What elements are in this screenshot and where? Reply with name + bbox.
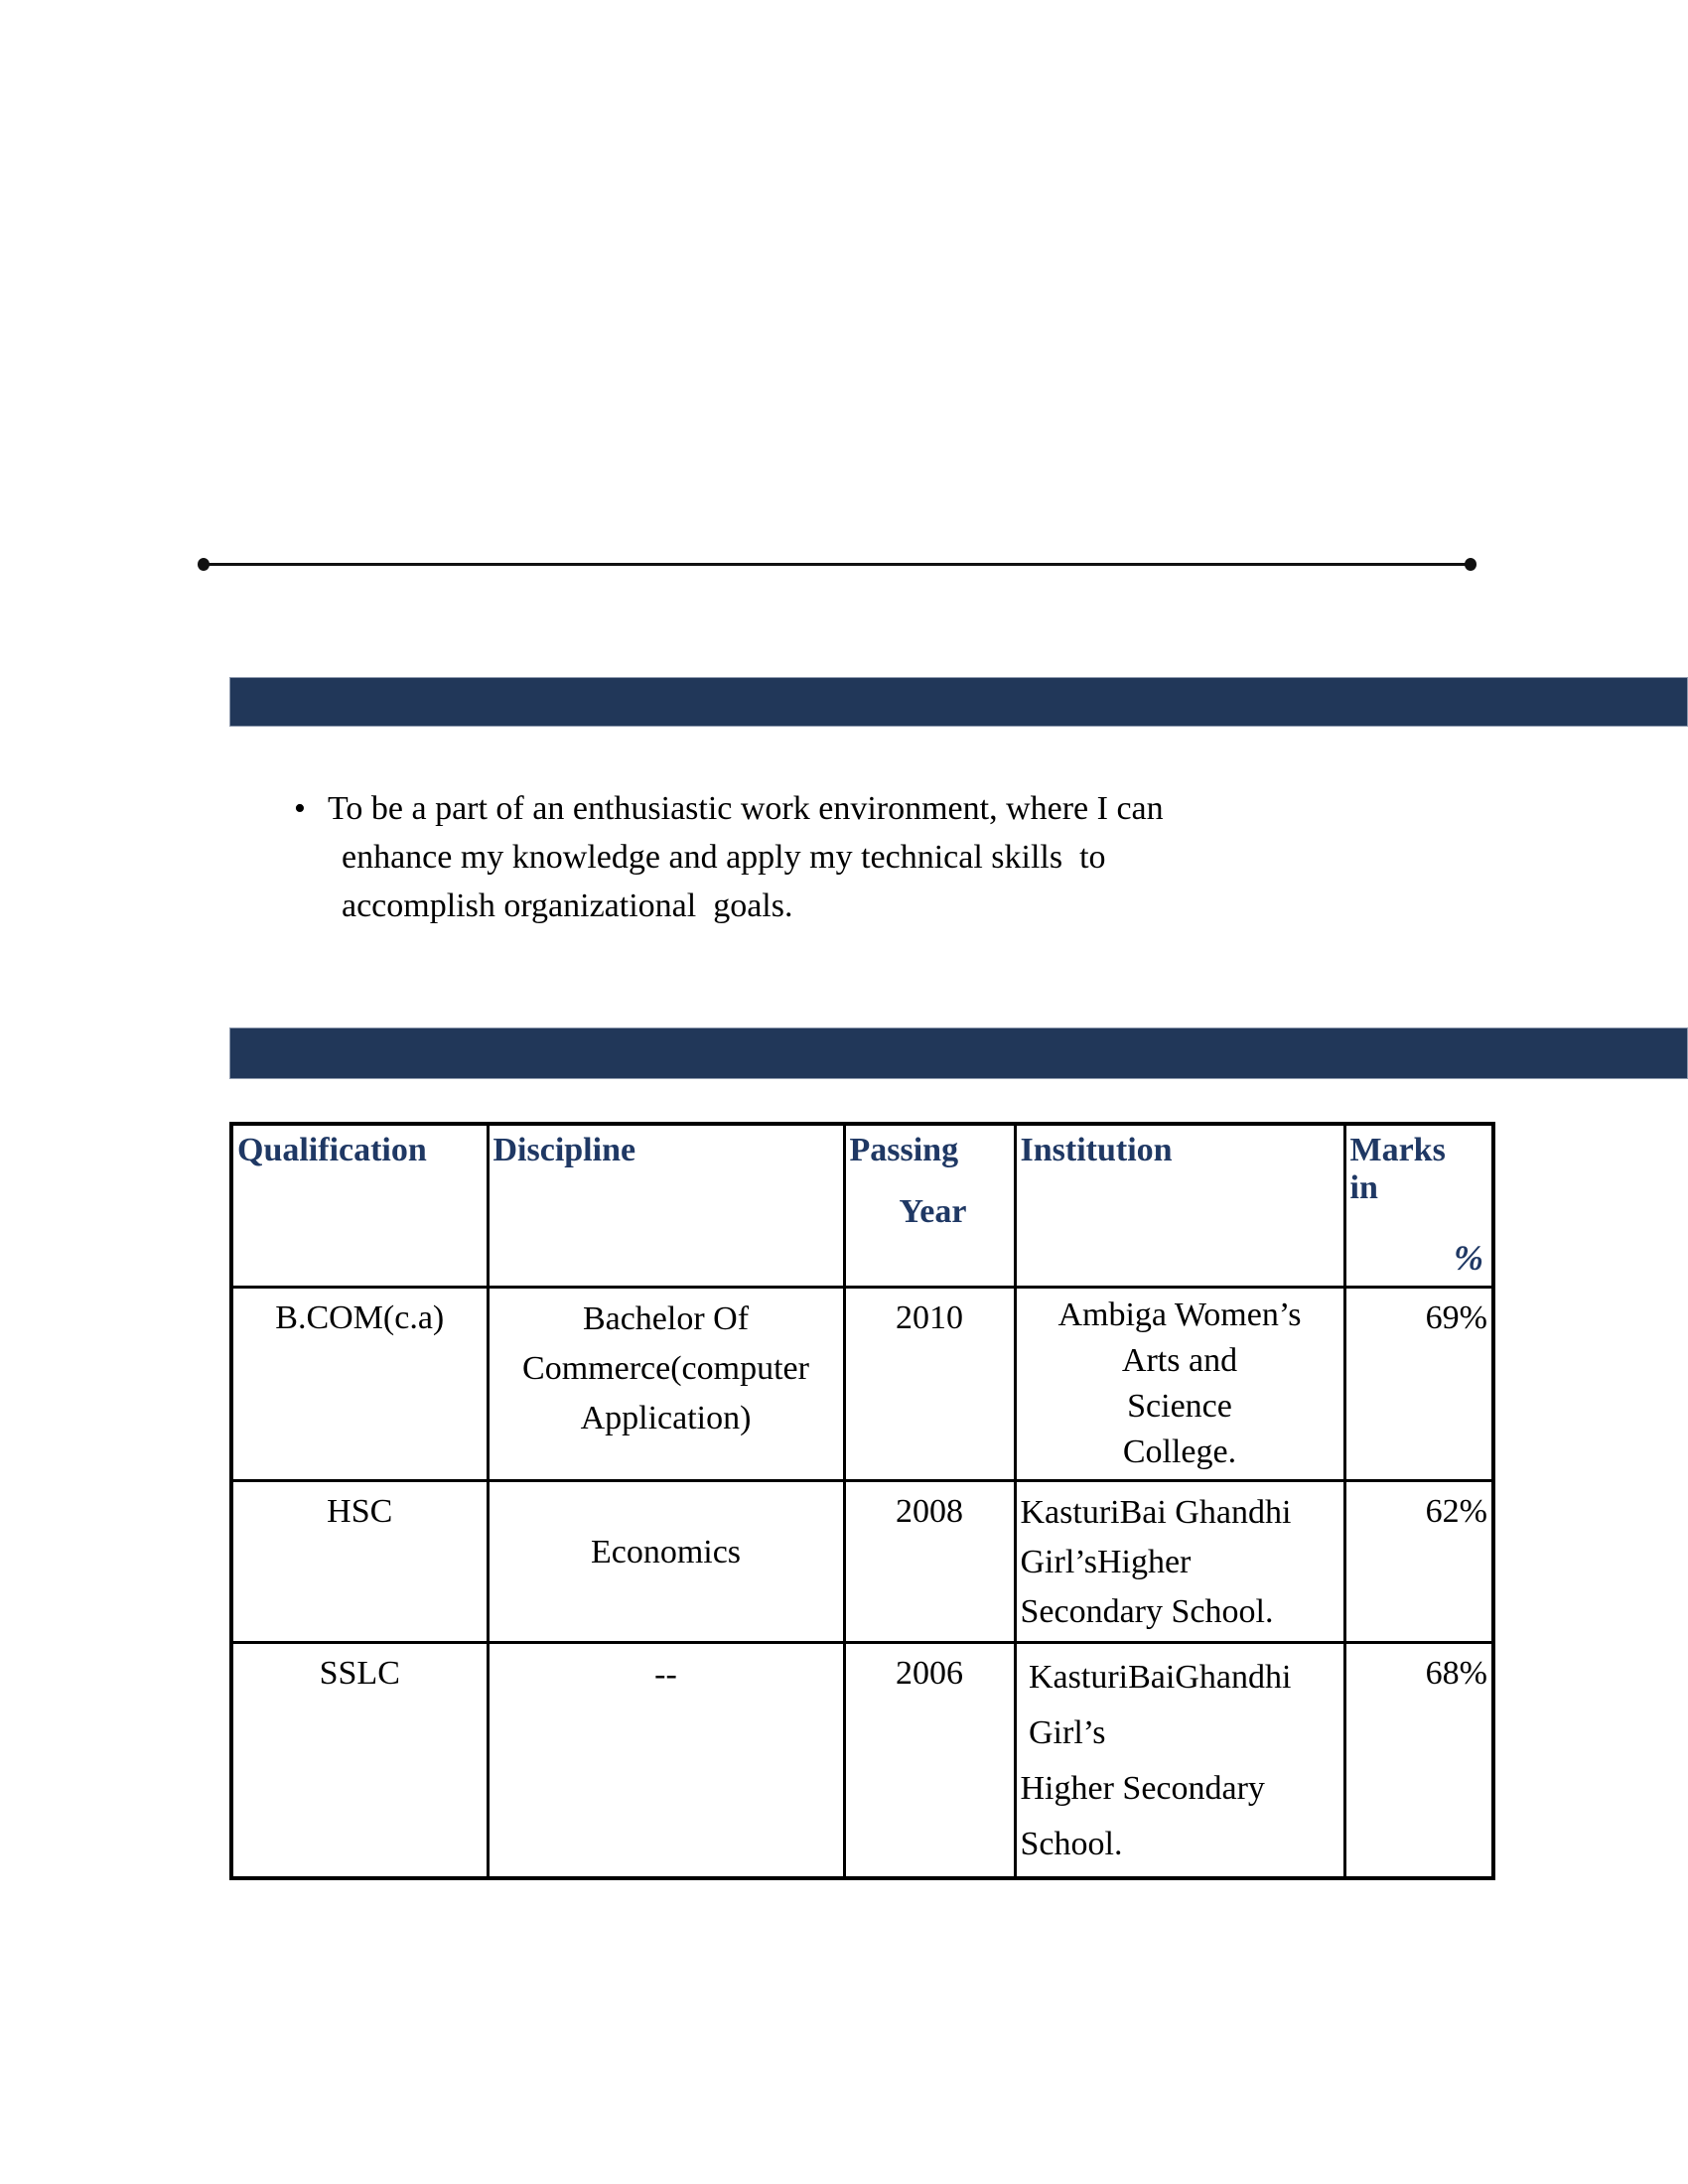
cell-marks: 62% bbox=[1342, 1478, 1495, 1644]
divider-left-dot bbox=[198, 558, 210, 571]
cell-discipline: Bachelor Of Commerce(computer Applicatio… bbox=[486, 1285, 846, 1482]
career-objective-section-header: Career Objective: bbox=[229, 677, 1688, 770]
header-marks-line1: Marks bbox=[1349, 1132, 1446, 1168]
cell-qualification: HSC bbox=[229, 1478, 490, 1644]
cell-discipline: Economics bbox=[486, 1478, 846, 1644]
cell-qualification: SSLC bbox=[229, 1640, 490, 1879]
header-passing-line2: Year bbox=[899, 1193, 967, 1230]
academic-background-title: Academic Background: bbox=[254, 1078, 685, 1124]
cell-marks: 68% bbox=[1342, 1640, 1495, 1879]
header-passing-year: Passing Year bbox=[842, 1122, 1017, 1289]
header-marks-percent: % bbox=[1454, 1238, 1483, 1278]
cell-passing-year: 2008 bbox=[842, 1478, 1017, 1644]
cell-marks: 69% bbox=[1342, 1285, 1495, 1482]
header-marks: Marks in % bbox=[1342, 1122, 1495, 1289]
bullet-marker: • bbox=[294, 790, 306, 827]
cell-passing-year: 2010 bbox=[842, 1285, 1017, 1482]
cell-institution: KasturiBai Ghandhi Girl’sHigher Secondar… bbox=[1013, 1478, 1346, 1644]
header-qualification: Qualification bbox=[229, 1122, 490, 1289]
cell-institution: Ambiga Women’s Arts and Science College. bbox=[1013, 1285, 1346, 1482]
divider-right-dot bbox=[1465, 558, 1477, 571]
table-row: B.COM(c.a) Bachelor Of Commerce(computer… bbox=[229, 1285, 1495, 1482]
table-row: HSC Economics 2008 KasturiBai Ghandhi Gi… bbox=[229, 1478, 1495, 1644]
academic-background-table: Qualification Discipline Passing Year In… bbox=[229, 1122, 1495, 1880]
table-row: SSLC -- 2006 KasturiBaiGhandhi Girl’s Hi… bbox=[229, 1640, 1495, 1879]
header-institution: Institution bbox=[1013, 1122, 1346, 1289]
cell-institution: KasturiBaiGhandhi Girl’s Higher Secondar… bbox=[1013, 1640, 1346, 1879]
career-objective-text: To be a part of an enthusiastic work env… bbox=[328, 790, 1164, 924]
header-passing-line1: Passing bbox=[849, 1132, 959, 1168]
cell-discipline: -- bbox=[486, 1640, 846, 1879]
career-objective-title: Career Objective: bbox=[267, 725, 587, 770]
table-header-row: Qualification Discipline Passing Year In… bbox=[229, 1122, 1495, 1289]
cell-passing-year: 2006 bbox=[842, 1640, 1017, 1879]
header-discipline: Discipline bbox=[486, 1122, 846, 1289]
header-marks-line2: in bbox=[1349, 1169, 1378, 1206]
academic-background-section-header: Academic Background: bbox=[229, 1027, 1688, 1124]
cell-qualification: B.COM(c.a) bbox=[229, 1285, 490, 1482]
divider-line bbox=[204, 563, 1472, 566]
